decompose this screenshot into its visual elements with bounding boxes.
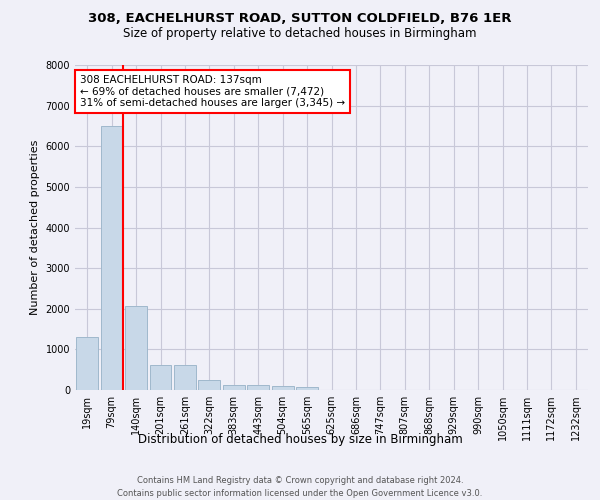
Text: Distribution of detached houses by size in Birmingham: Distribution of detached houses by size … — [137, 432, 463, 446]
Bar — [125, 306, 147, 390]
Text: Contains HM Land Registry data © Crown copyright and database right 2024.
Contai: Contains HM Land Registry data © Crown c… — [118, 476, 482, 498]
Text: Size of property relative to detached houses in Birmingham: Size of property relative to detached ho… — [123, 28, 477, 40]
Bar — [223, 384, 245, 390]
Bar — [199, 380, 220, 390]
Text: 308 EACHELHURST ROAD: 137sqm
← 69% of detached houses are smaller (7,472)
31% of: 308 EACHELHURST ROAD: 137sqm ← 69% of de… — [80, 74, 345, 108]
Bar — [174, 365, 196, 390]
Bar — [272, 386, 293, 390]
Text: 308, EACHELHURST ROAD, SUTTON COLDFIELD, B76 1ER: 308, EACHELHURST ROAD, SUTTON COLDFIELD,… — [88, 12, 512, 26]
Y-axis label: Number of detached properties: Number of detached properties — [30, 140, 40, 315]
Bar — [101, 126, 122, 390]
Bar — [149, 365, 172, 390]
Bar — [247, 385, 269, 390]
Bar — [296, 387, 318, 390]
Bar — [76, 337, 98, 390]
